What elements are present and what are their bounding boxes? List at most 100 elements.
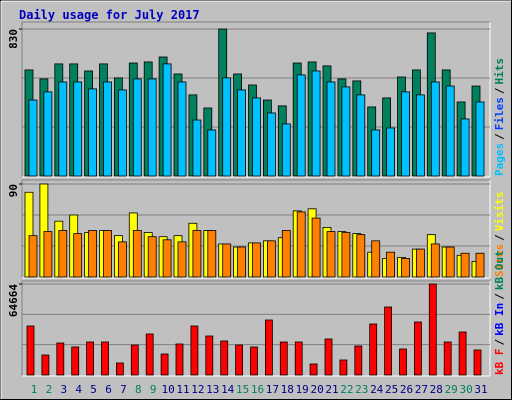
bar [160,353,169,376]
bar [207,230,217,278]
bar [386,251,396,278]
bar [73,81,83,177]
x-tick-label: 5 [90,383,97,396]
legend-entry: kB In [493,303,506,336]
bar [73,233,83,278]
x-tick-label: 14 [221,383,235,396]
bar [252,97,261,177]
x-tick-label: 19 [296,383,309,396]
bar [460,118,470,177]
bar [311,70,321,177]
legend: Sites / Visits [493,192,506,278]
bar [428,283,437,376]
bar [190,325,199,376]
chart-title: Daily usage for July 2017 [19,8,200,22]
y-tick-label: 830 [7,29,20,49]
bar [177,241,187,278]
legend-entry: kB Out [493,250,506,290]
bar [384,306,393,376]
bar [264,319,273,376]
x-tick-label: 12 [191,383,204,396]
bar [103,81,112,177]
bar [475,101,485,177]
x-tick-label: 7 [120,383,127,396]
bar [401,257,410,278]
bar [341,86,351,177]
bar [71,346,80,376]
bar [399,348,407,376]
bar [43,91,53,177]
legend-entry: Sites [493,244,506,277]
x-tick-label: 9 [150,383,157,396]
bar [356,234,366,278]
bar [415,248,425,278]
bar [341,232,351,278]
x-tick-label: 28 [430,383,443,396]
x-tick-label: 18 [281,383,294,396]
bar [371,129,381,177]
legend-entry: kB F [493,349,506,376]
legend-entry: Hits [493,58,506,85]
legend-entry: Pages [493,143,506,176]
bar [281,230,291,278]
bar [371,240,381,278]
bar [294,341,303,376]
legend: kB F / kB In / kB Out [493,250,506,375]
bar [222,77,232,177]
bar [296,211,306,278]
x-tick-label: 11 [176,383,189,396]
bar [103,230,112,278]
x-tick-label: 20 [310,383,323,396]
bar [443,341,452,376]
bar [130,344,139,376]
x-tick-label: 13 [206,383,219,396]
x-tick-label: 4 [75,383,82,396]
bar [266,112,276,177]
bar [386,127,396,177]
x-tick-label: 29 [445,383,458,396]
x-tick-label: 10 [161,383,174,396]
x-tick-label: 1 [31,383,38,396]
bar [369,323,378,376]
bar [132,230,142,278]
bar [430,243,440,278]
bar [445,85,455,177]
x-tick-label: 3 [60,383,67,396]
bar [162,239,172,278]
bar [58,230,68,278]
bar [118,89,127,177]
bar [145,333,154,376]
bar [192,230,202,278]
bar [354,345,363,376]
bar [252,242,261,278]
bar [250,346,258,376]
bar [41,354,50,376]
bar [58,81,68,177]
bar [237,89,247,177]
bar [266,240,276,278]
bar [177,81,187,177]
bar [88,230,97,278]
bar [207,129,217,177]
x-tick-label: 27 [415,383,428,396]
x-tick-label: 6 [105,383,112,396]
bar [205,335,214,376]
legend-separator: / [493,293,506,300]
bar [475,252,485,278]
x-tick-label: 8 [135,383,142,396]
bar [324,338,333,376]
bar [175,343,184,376]
bar [237,246,247,278]
x-tick-label: 23 [355,383,368,396]
x-tick-label: 22 [340,383,353,396]
bar [43,231,53,278]
x-tick-label: 24 [370,383,384,396]
x-tick-label: 26 [400,383,413,396]
bar [401,91,410,177]
x-tick-label: 31 [474,383,487,396]
y-tick-label: 64664 [7,284,20,317]
bar [86,341,94,376]
legend-separator: / [493,133,506,140]
bar [222,243,232,278]
bar [235,344,244,376]
